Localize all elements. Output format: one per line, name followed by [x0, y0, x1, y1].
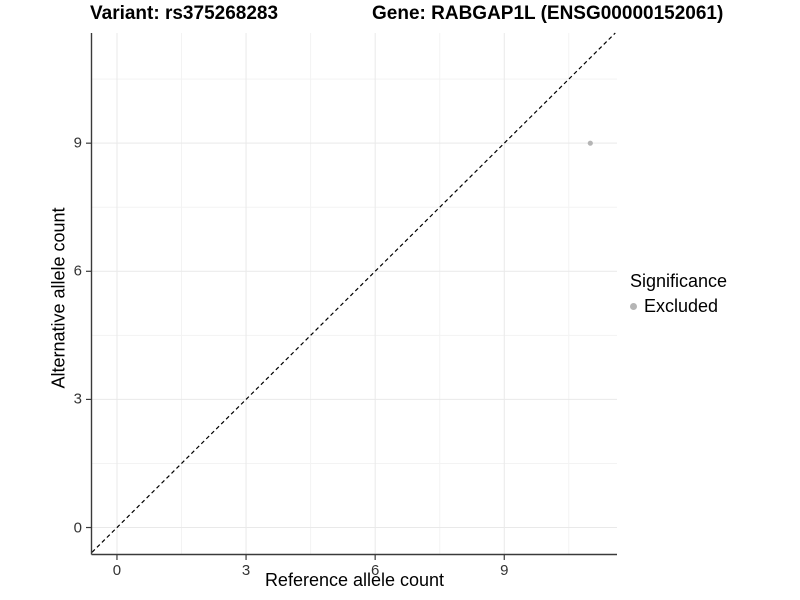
y-tick-label: 6 [73, 262, 82, 280]
x-tick-label: 9 [500, 562, 509, 579]
legend-title: Significance [630, 271, 728, 291]
plot-title-variant: Variant: rs375268283 [90, 3, 279, 24]
x-tick-label: 0 [112, 562, 122, 579]
legend-item-excluded: Excluded [630, 296, 727, 317]
y-axis-title: Alternative allele count [48, 207, 69, 389]
data-point [587, 140, 593, 146]
y-tick-label: 9 [73, 134, 82, 152]
x-tick-label: 6 [370, 562, 380, 579]
y-tick-label: 3 [73, 390, 82, 408]
x-tick-label: 3 [241, 562, 251, 579]
y-tick-label: 0 [73, 519, 82, 537]
identity-line [91, 32, 616, 553]
plot-title-gene: Gene: RABGAP1L (ENSG00000152061) [372, 3, 724, 24]
legend: Significance Excluded [630, 271, 727, 317]
legend-key-dot-icon [630, 303, 637, 310]
legend-item-label: Excluded [644, 296, 719, 316]
x-axis-title: Reference allele count [264, 570, 445, 590]
